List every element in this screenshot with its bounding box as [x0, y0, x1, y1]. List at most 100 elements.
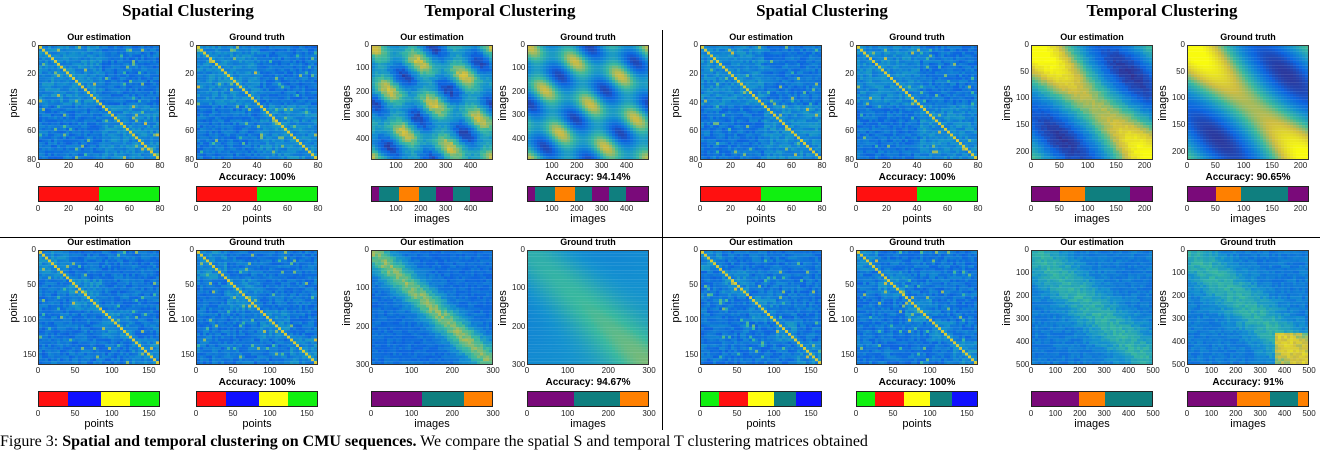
b1-est-bar-tick: 150	[141, 409, 157, 418]
a1-est-bar-tick: 40	[91, 204, 107, 213]
a3-est-segment-bar	[700, 186, 822, 202]
a2-gt-xtick: 200	[569, 161, 585, 170]
a3-est-segment	[701, 187, 761, 201]
a2-est-ytick: 400	[356, 134, 369, 143]
a1-est-ytick: 60	[23, 126, 36, 135]
b1-gt-xtick: 100	[262, 366, 278, 375]
b4-est-xtick: 300	[1096, 366, 1112, 375]
a4-est-xtick: 150	[1108, 161, 1124, 170]
b3-est-xlabel: points	[746, 418, 775, 430]
a3-gt-xtick: 60	[940, 161, 956, 170]
a2-gt-segment	[625, 187, 648, 201]
b4-est-bar-tick: 400	[1121, 409, 1137, 418]
a1-gt-bar-tick: 40	[249, 204, 265, 213]
b2-est-ylabel: images	[341, 290, 353, 325]
b3-est-xtick: 50	[729, 366, 745, 375]
a3-est-xtick: 40	[753, 161, 769, 170]
b4-est-xlabel: images	[1074, 418, 1109, 430]
a4-est-bar-tick: 0	[1023, 204, 1039, 213]
b1-est-bar-tick: 50	[67, 409, 83, 418]
b3-gt-ytick: 50	[841, 280, 854, 289]
b4-gt-xtick: 200	[1228, 366, 1244, 375]
a3-gt-ytick: 80	[841, 155, 854, 164]
a3-est-ylabel: points	[670, 88, 682, 117]
b4-gt-xtick: 0	[1179, 366, 1195, 375]
a4-est-xlabel: images	[1074, 213, 1109, 225]
b1-gt-heatmap-cells	[197, 251, 317, 364]
b2-gt-bar-tick: 0	[519, 409, 535, 418]
b2-est-bar-tick: 0	[363, 409, 379, 418]
a2-est-ytick: 200	[356, 87, 369, 96]
b2-est-heatmap-cells	[372, 251, 492, 364]
a2-est-segment	[469, 187, 492, 201]
a4-est-xtick: 200	[1136, 161, 1152, 170]
a1-gt-bar-tick: 0	[188, 204, 204, 213]
a2-est-segment	[379, 187, 399, 201]
b4-est-segment-bar	[1031, 391, 1153, 407]
a2-est-heatmap-cells	[372, 46, 492, 159]
b4-est-xtick: 100	[1047, 366, 1063, 375]
a4-gt-bar-tick: 0	[1179, 204, 1195, 213]
b4-gt-segment	[1237, 392, 1270, 406]
b2-est-ytick: 200	[356, 322, 369, 331]
b2-gt-title: Ground truth	[560, 237, 616, 247]
a2-est-xtick: 400	[463, 161, 479, 170]
header-spatial-left: Spatial Clustering	[122, 1, 254, 21]
a1-est-ytick: 20	[23, 69, 36, 78]
a3-est-ytick: 0	[685, 40, 698, 49]
a2-est-xlabel: images	[414, 213, 449, 225]
a2-est-segment	[398, 187, 419, 201]
a3-est-xtick: 60	[784, 161, 800, 170]
b2-gt-segment	[620, 392, 648, 406]
caption-prefix: Figure 3:	[0, 433, 62, 450]
a3-est-xlabel: points	[746, 213, 775, 225]
b3-est-xtick: 100	[766, 366, 782, 375]
b1-est-heatmap	[38, 250, 160, 365]
a1-est-ylabel: points	[8, 88, 20, 117]
b1-gt-ytick: 150	[181, 350, 194, 359]
b3-est-xtick: 150	[803, 366, 819, 375]
b3-gt-ytick: 150	[841, 350, 854, 359]
b4-gt-accuracy: Accuracy: 91%	[1212, 377, 1283, 388]
a2-est-segment	[452, 187, 470, 201]
b2-est-segment	[464, 392, 492, 406]
a1-gt-ytick: 0	[181, 40, 194, 49]
a1-gt-bar-tick: 60	[280, 204, 296, 213]
b4-est-ytick: 200	[1016, 291, 1029, 300]
a2-gt-segment	[591, 187, 609, 201]
a4-est-xtick: 100	[1080, 161, 1096, 170]
a4-gt-segment-bar	[1187, 186, 1309, 202]
b2-est-xlabel: images	[414, 418, 449, 430]
b2-gt-xtick: 300	[641, 366, 657, 375]
b1-est-segment-bar	[38, 391, 160, 407]
b3-est-ylabel: points	[670, 293, 682, 322]
vertical-divider	[662, 30, 663, 430]
a3-est-segment	[761, 187, 821, 201]
b3-est-bar-tick: 0	[692, 409, 708, 418]
b2-est-xtick: 300	[485, 366, 501, 375]
a2-gt-segment	[608, 187, 626, 201]
b4-gt-bar-tick: 400	[1277, 409, 1293, 418]
a2-gt-segment-bar	[527, 186, 649, 202]
a4-gt-xtick: 50	[1207, 161, 1223, 170]
b4-est-bar-tick: 200	[1072, 409, 1088, 418]
a4-gt-heatmap-cells	[1188, 46, 1308, 159]
b2-gt-bar-tick: 300	[641, 409, 657, 418]
a3-est-bar-tick: 40	[753, 204, 769, 213]
b1-gt-segment	[197, 392, 227, 406]
b4-est-xtick: 500	[1145, 366, 1161, 375]
a1-est-title: Our estimation	[67, 32, 131, 42]
a2-est-xtick: 200	[413, 161, 429, 170]
a2-gt-accuracy: Accuracy: 94.14%	[545, 172, 630, 183]
b1-est-heatmap-cells	[39, 251, 159, 364]
a1-est-heatmap	[38, 45, 160, 160]
a3-est-xtick: 20	[723, 161, 739, 170]
b3-est-ytick: 100	[685, 315, 698, 324]
a4-est-bar-tick: 50	[1051, 204, 1067, 213]
b4-est-ytick: 0	[1016, 245, 1029, 254]
a2-est-title: Our estimation	[400, 32, 464, 42]
b4-gt-xtick: 500	[1301, 366, 1317, 375]
b3-est-segment	[719, 392, 749, 406]
a1-gt-bar-tick: 20	[219, 204, 235, 213]
b2-est-heatmap	[371, 250, 493, 365]
